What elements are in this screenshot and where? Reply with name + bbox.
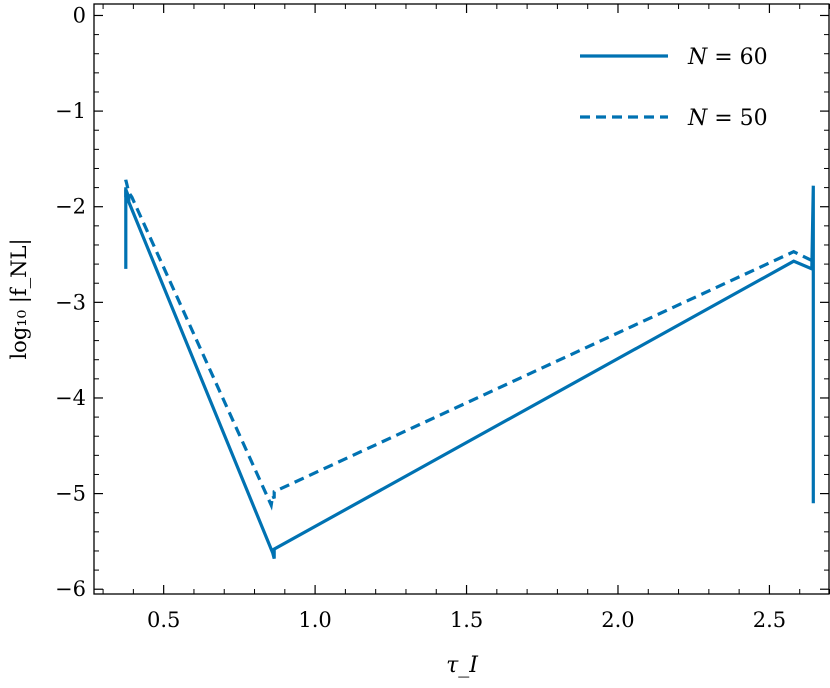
series-line-n60 xyxy=(124,185,815,560)
x-tick-label: 1.5 xyxy=(450,608,483,632)
y-tick-label: −1 xyxy=(55,99,86,123)
plot-area: 0.5 1.0 1.5 2.0 2.5 −6 −5 −4 −3 −2 −1 0 xyxy=(55,3,830,632)
plot-frame xyxy=(93,3,830,595)
legend-label-n60: N = 60 xyxy=(687,45,768,70)
x-tick-label: 1.0 xyxy=(298,608,331,632)
legend-label-n50: N = 50 xyxy=(687,106,768,131)
x-tick-label: 0.5 xyxy=(147,608,180,632)
series-line-n50 xyxy=(124,179,814,511)
y-tick-label: −5 xyxy=(55,482,86,506)
y-tick-label: 0 xyxy=(73,3,86,27)
y-tick-label: −2 xyxy=(55,195,86,219)
x-tick-label: 2.0 xyxy=(601,608,634,632)
y-axis-label: log₁₀ |f_NL| xyxy=(7,238,32,359)
y-tick-label: −3 xyxy=(55,290,86,314)
y-tick-label: −4 xyxy=(55,386,86,410)
x-axis-label: τ_I xyxy=(446,653,479,678)
legend: N = 60 N = 50 xyxy=(580,45,768,131)
y-tick-label: −6 xyxy=(55,577,86,601)
x-tick-label: 2.5 xyxy=(753,608,786,632)
series-layer xyxy=(124,179,815,560)
